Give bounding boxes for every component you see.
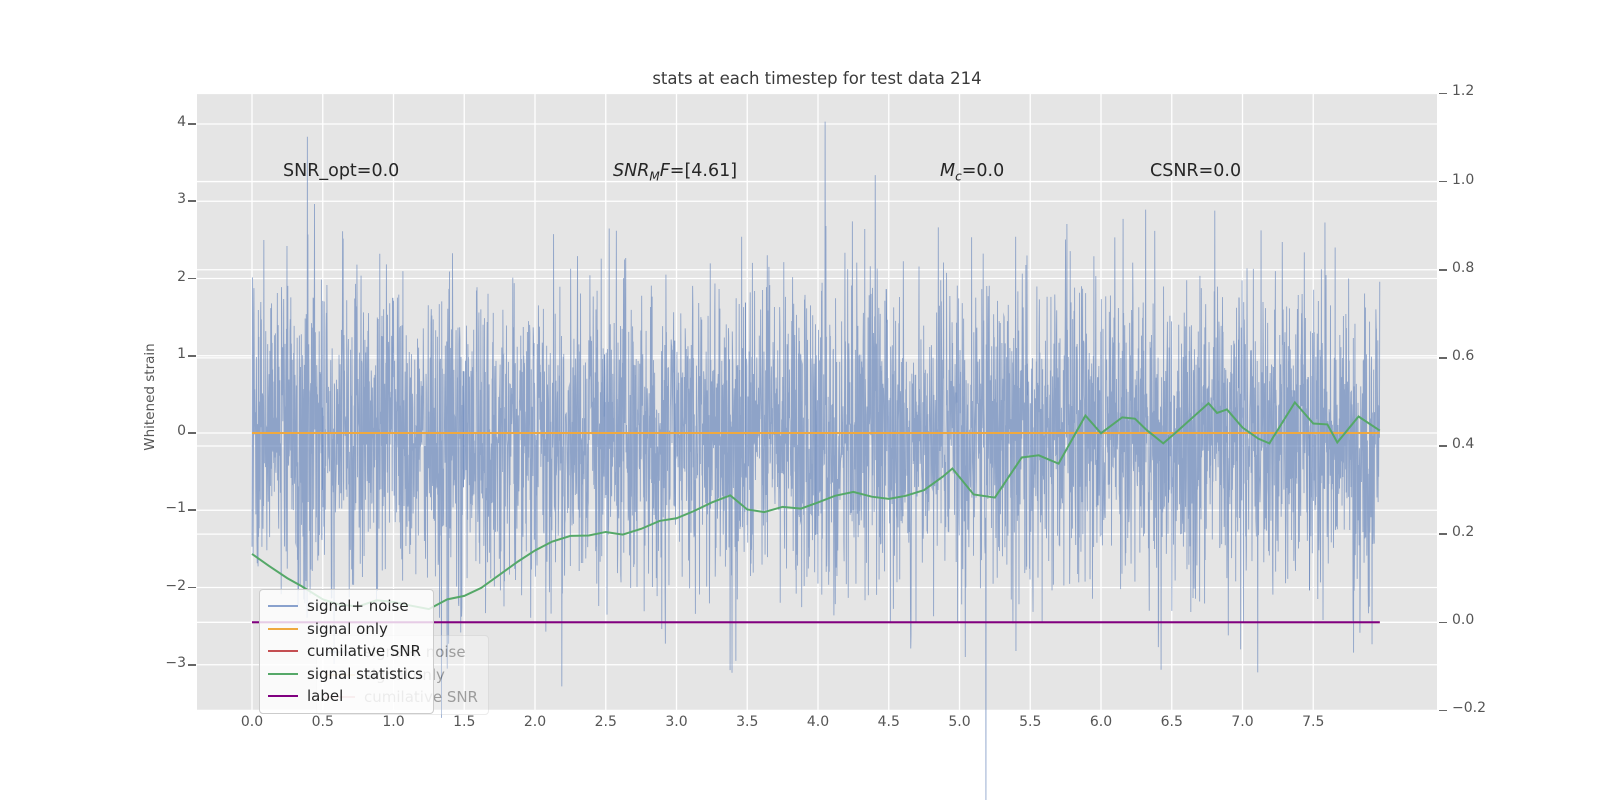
x-tick-label: 0.0	[240, 714, 264, 730]
x-tick-label: 5.0	[948, 714, 971, 730]
legend-item: signal only	[268, 618, 423, 641]
annotation-csnr: CSNR=0.0	[1150, 161, 1242, 181]
legend-item-label: cumilative SNR	[307, 642, 421, 661]
x-tick-label: 3.0	[665, 714, 688, 730]
y-right-tick-mark	[1439, 709, 1447, 712]
y-left-tick-mark	[188, 123, 196, 125]
x-tick-label: 4.5	[877, 714, 900, 730]
legend-item: cumilative SNR	[268, 640, 423, 663]
y-left-tick-mark	[188, 354, 196, 357]
y-right-tick-mark	[1439, 357, 1447, 359]
legend-swatch	[268, 627, 298, 630]
y-left-tick-label: 1	[177, 345, 186, 362]
legend: signal+ noise signal only cumilative SNR si…	[259, 589, 435, 714]
y-left-tick-label: 4	[177, 114, 186, 130]
x-tick-label: 6.0	[1089, 714, 1113, 730]
annotation-mc: Mc=0.0	[940, 161, 1005, 184]
x-tick-label: 7.0	[1231, 714, 1254, 730]
x-tick-label: 5.5	[1019, 714, 1042, 730]
legend-item: label	[268, 685, 423, 708]
y-left-tick-mark	[188, 277, 196, 280]
y-right-tick-label: −0.2	[1452, 700, 1486, 717]
y-right-tick-label: 1.0	[1452, 171, 1475, 188]
y-right-tick-label: 0.2	[1452, 524, 1475, 541]
annotation-snr-opt: SNR_opt=0.0	[283, 161, 400, 181]
x-tick-label: 0.5	[311, 714, 334, 730]
y-right-tick-mark	[1439, 92, 1447, 95]
y-right-tick-mark	[1439, 180, 1447, 183]
legend-item: signal statistics	[268, 663, 423, 686]
y-left-tick-mark	[188, 509, 196, 512]
x-tick-label: 2.0	[523, 714, 547, 730]
y-right-tick-mark	[1439, 533, 1447, 535]
y-right-tick-label: 0.8	[1452, 259, 1475, 276]
x-tick-label: 6.5	[1160, 714, 1183, 730]
y-left-tick-label: −3	[165, 654, 186, 671]
legend-swatch	[268, 695, 298, 698]
x-tick-label: 1.5	[453, 714, 476, 730]
y-left-tick-mark	[188, 200, 196, 203]
y-left-tick-mark	[188, 586, 196, 589]
x-tick-label: 1.0	[382, 714, 405, 730]
x-tick-label: 2.5	[594, 714, 617, 730]
y-left-tick-label: −1	[165, 500, 186, 517]
y-left-tick-label: 3	[177, 191, 186, 208]
y-left-tick-mark	[188, 432, 196, 434]
y-right-tick-label: 0.0	[1452, 612, 1475, 629]
legend-item-label: label	[307, 687, 344, 706]
y-left-tick-label: 0	[177, 423, 186, 439]
legend-item-label: signal+ noise	[307, 597, 409, 616]
y-right-tick-label: 0.6	[1452, 347, 1475, 364]
chart-title: stats at each timestep for test data 214	[652, 69, 982, 88]
x-tick-label: 7.5	[1302, 714, 1325, 730]
y-left-tick-label: −2	[165, 577, 186, 594]
x-tick-label: 4.0	[806, 714, 830, 730]
legend-item-label: signal statistics	[307, 664, 424, 683]
legend-item-label: signal only	[307, 619, 388, 638]
legend-swatch	[268, 650, 298, 653]
legend-swatch	[268, 672, 298, 675]
y-right-tick-mark	[1439, 621, 1447, 624]
y-right-tick-mark	[1439, 445, 1447, 447]
y-right-tick-label: 1.2	[1452, 83, 1475, 100]
legend-item: signal+ noise	[268, 595, 423, 618]
y-left-tick-label: 2	[177, 268, 186, 285]
y-right-tick-label: 0.4	[1452, 436, 1475, 452]
annotation-snr-mf: SNRMF=[4.61]	[613, 161, 738, 184]
legend-swatch	[268, 605, 298, 608]
x-tick-label: 3.5	[736, 714, 759, 730]
y-left-tick-mark	[188, 663, 196, 666]
y-right-tick-mark	[1439, 268, 1447, 271]
